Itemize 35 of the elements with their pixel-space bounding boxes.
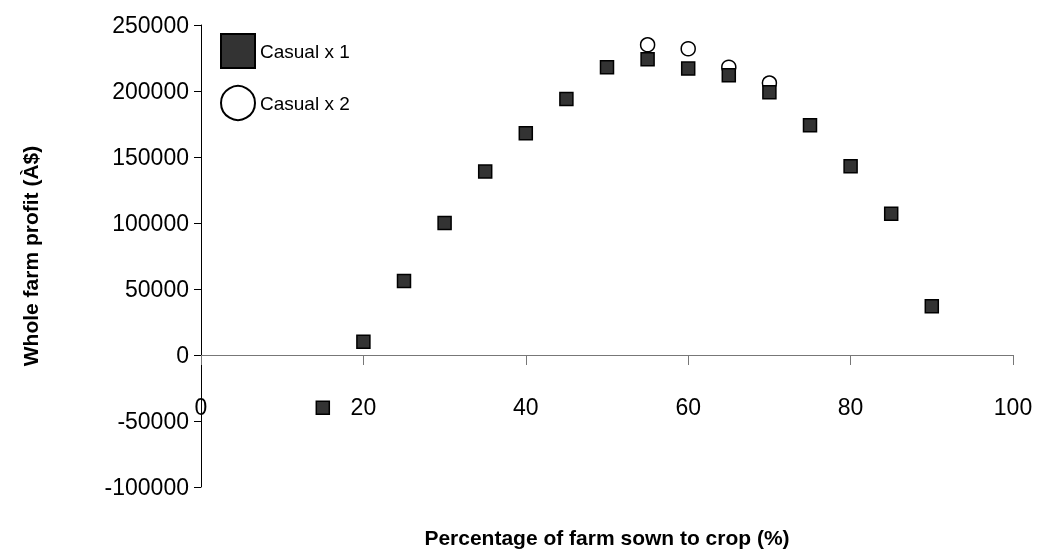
point [680,61,696,76]
point [599,59,615,75]
point [721,67,737,83]
y-tick-label: 200000 [112,78,189,104]
point [315,400,331,416]
point [639,37,656,53]
y-tick-label: -100000 [104,474,189,500]
point [802,118,818,133]
y-tick-label: 50000 [125,276,189,302]
x-tick-label: 60 [675,393,701,420]
legend-label: Casual x 2 [260,92,350,114]
point [762,85,777,100]
legend-label: Casual x 1 [260,40,350,62]
x-tick-label: 40 [513,393,539,420]
y-tick-label: 0 [176,342,189,368]
y-axis-title: Whole farm profit (À$) [19,145,42,367]
point [640,52,655,67]
x-tick-label: 100 [993,393,1033,420]
y-tick-label: 100000 [112,210,189,236]
x-axis-title: Percentage of farm sown to crop (%) [424,526,790,549]
y-tick-label: -50000 [117,408,189,434]
point [396,273,412,289]
point [518,125,534,141]
point [437,215,452,231]
x-tick-label: 80 [837,393,864,420]
x-tick-label: 20 [350,393,377,420]
y-tick-label: 150000 [112,144,189,170]
point [924,298,940,314]
point [559,91,574,107]
point [356,334,371,350]
point [680,41,696,57]
point [843,158,858,174]
point [477,164,493,179]
y-tick-label: 250000 [112,12,189,38]
point [883,206,899,222]
